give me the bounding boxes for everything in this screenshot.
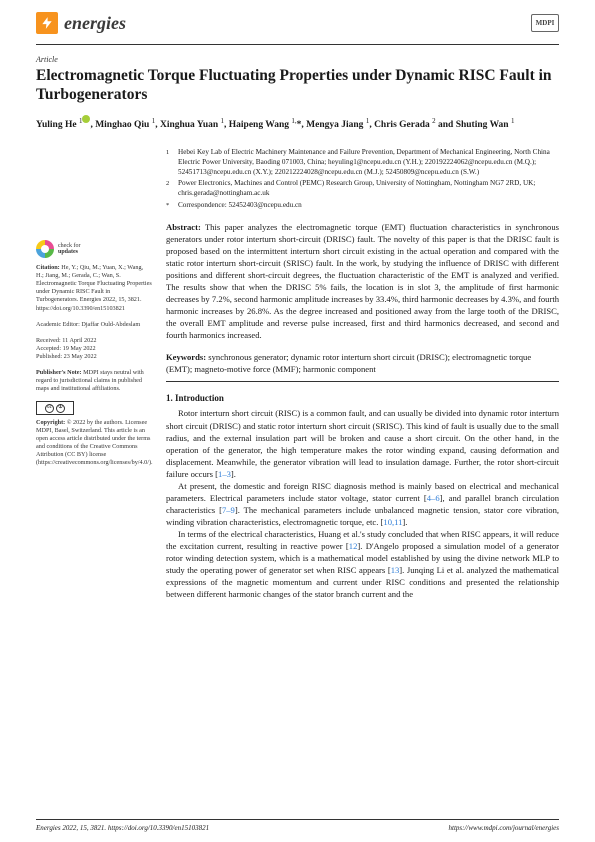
dates-block: Received: 11 April 2022 Accepted: 19 May… [36, 337, 152, 361]
keywords-label: Keywords: [166, 352, 206, 362]
affiliation-row: 1Hebei Key Lab of Electric Machinery Mai… [166, 148, 559, 177]
citation-block: Citation: He, Y.; Qiu, M.; Yuan, X.; Wan… [36, 264, 152, 312]
intro-p3: In terms of the electrical characteristi… [166, 528, 559, 600]
affil-text: Correspondence: 52452403@ncepu.edu.cn [178, 201, 302, 211]
intro-body: Rotor interturn short circuit (RISC) is … [166, 407, 559, 600]
affil-index: * [166, 201, 172, 211]
article-type: Article [36, 55, 559, 64]
pubnote-label: Publisher's Note: [36, 369, 82, 376]
citation-label: Citation: [36, 264, 60, 271]
journal-logo: energies [36, 12, 126, 34]
main-column: Article Electromagnetic Torque Fluctuati… [0, 45, 595, 600]
footer: Energies 2022, 15, 3821. https://doi.org… [36, 819, 559, 832]
mdpi-badge-icon: MDPI [531, 14, 559, 32]
date-accepted: Accepted: 19 May 2022 [36, 345, 152, 353]
affil-text: Hebei Key Lab of Electric Machinery Main… [178, 148, 559, 177]
cite-link[interactable]: 7–9 [222, 505, 235, 515]
check-line1: check for [58, 243, 81, 249]
copyright-block: Copyright: © 2022 by the authors. Licens… [36, 419, 152, 467]
header-bar: energies MDPI [0, 0, 595, 38]
authors-list: Yuling He 1, Minghao Qiu 1, Xinghua Yuan… [36, 115, 559, 132]
cc-by-icon: cc ① [36, 401, 74, 415]
abstract-text: This paper analyzes the electromagnetic … [166, 222, 559, 340]
check-updates-badge[interactable]: check for updates [36, 240, 152, 258]
intro-p1: Rotor interturn short circuit (RISC) is … [166, 407, 559, 479]
intro-p2: At present, the domestic and foreign RIS… [166, 480, 559, 528]
publisher-note-block: Publisher's Note: MDPI stays neutral wit… [36, 369, 152, 393]
energies-icon [36, 12, 58, 34]
copyright-text: © 2022 by the authors. Licensee MDPI, Ba… [36, 419, 153, 466]
keywords: Keywords: synchronous generator; dynamic… [166, 351, 559, 375]
affiliation-row: * Correspondence: 52452403@ncepu.edu.cn [166, 201, 559, 211]
date-published: Published: 23 May 2022 [36, 353, 152, 361]
copyright-label: Copyright: [36, 419, 65, 426]
section-divider [166, 381, 559, 382]
abstract-label: Abstract: [166, 222, 201, 232]
affiliations: 1Hebei Key Lab of Electric Machinery Mai… [166, 148, 559, 210]
txt: ]. [402, 517, 407, 527]
txt: ]. [231, 469, 236, 479]
article-title: Electromagnetic Torque Fluctuating Prope… [36, 66, 559, 105]
footer-left: Energies 2022, 15, 3821. https://doi.org… [36, 824, 209, 832]
check-updates-text: check for updates [58, 243, 81, 256]
date-received: Received: 11 April 2022 [36, 337, 152, 345]
editor-name: Djaffar Ould-Abdeslam [81, 321, 140, 328]
keywords-text: synchronous generator; dynamic rotor int… [166, 352, 531, 374]
cite-link[interactable]: 4–6 [427, 493, 440, 503]
by-circle-icon: ① [56, 404, 65, 413]
editor-block: Academic Editor: Djaffar Ould-Abdeslam [36, 321, 152, 329]
abstract: Abstract: This paper analyzes the electr… [166, 221, 559, 341]
citation-text: He, Y.; Qiu, M.; Yuan, X.; Wang, H.; Jia… [36, 264, 152, 311]
journal-name: energies [64, 13, 126, 34]
affil-index: 1 [166, 148, 172, 177]
cite-link[interactable]: 1–3 [218, 469, 231, 479]
cite-link[interactable]: 10,11 [383, 517, 402, 527]
check-line2: updates [58, 249, 78, 255]
sidebar: check for updates Citation: He, Y.; Qiu,… [36, 148, 152, 600]
check-updates-icon [36, 240, 54, 258]
affil-text: Power Electronics, Machines and Control … [178, 179, 559, 198]
affiliation-row: 2 Power Electronics, Machines and Control… [166, 179, 559, 198]
footer-right: https://www.mdpi.com/journal/energies [449, 824, 559, 832]
editor-label: Academic Editor: [36, 321, 80, 328]
affil-index: 2 [166, 179, 172, 198]
section-heading: 1. Introduction [166, 392, 559, 405]
two-column-layout: check for updates Citation: He, Y.; Qiu,… [36, 148, 559, 600]
cite-link[interactable]: 13 [391, 565, 400, 575]
cc-circle-icon: cc [45, 404, 54, 413]
content-column: 1Hebei Key Lab of Electric Machinery Mai… [166, 148, 559, 600]
